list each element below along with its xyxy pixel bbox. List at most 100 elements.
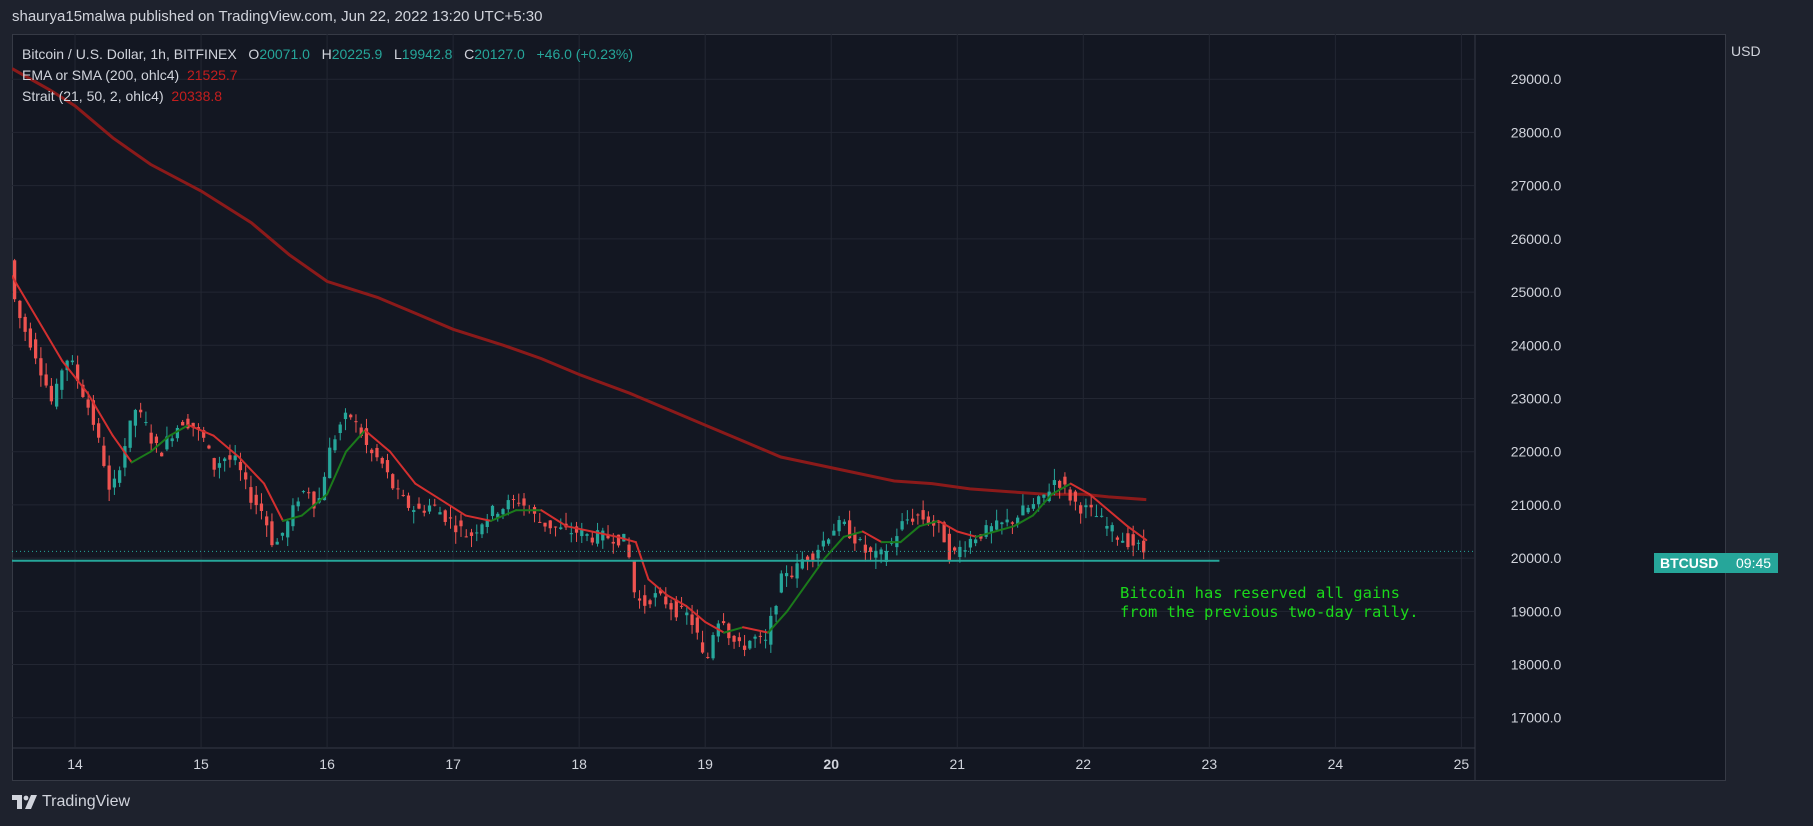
strait-segment: [1050, 482, 1072, 496]
strait-segment: [414, 482, 442, 501]
symbol-row[interactable]: Bitcoin / U.S. Dollar, 1h, BITFINEX O200…: [22, 44, 633, 65]
candle-body: [270, 521, 274, 546]
candle-body: [826, 539, 831, 544]
time-tick-label: 22: [1076, 756, 1092, 772]
time-tick-label: 24: [1328, 756, 1344, 772]
strait-segment: [237, 456, 266, 485]
candle-body: [816, 549, 820, 559]
tradingview-footer[interactable]: TradingView: [12, 793, 130, 811]
candle-body: [559, 527, 563, 529]
strait-segment: [1069, 482, 1091, 496]
candle-body: [448, 517, 453, 519]
close-label: C: [464, 46, 475, 62]
chart-annotation[interactable]: Bitcoin has reserved all gains from the …: [1120, 584, 1419, 621]
strait-legend-row[interactable]: Strait (21, 50, 2, ohlc4) 20338.8: [22, 86, 633, 107]
price-tag-countdown: 09:45: [1736, 555, 1772, 571]
candle-body: [664, 596, 668, 605]
candle-body: [480, 524, 484, 535]
strait-segment: [1031, 493, 1053, 517]
candle-body: [606, 534, 610, 539]
candle-body: [81, 384, 85, 397]
price-tick-label: 26000.0: [1511, 231, 1562, 247]
candle-body: [417, 503, 421, 509]
candle-body: [1063, 476, 1067, 485]
candle-body: [275, 541, 279, 545]
candle-body: [711, 635, 715, 659]
candle-body: [191, 422, 195, 428]
strait-segment: [130, 450, 152, 464]
candle-body: [1084, 505, 1088, 508]
candle-body: [842, 521, 846, 525]
candle-body: [154, 436, 159, 444]
high-value: 20225.9: [331, 46, 383, 62]
strait-segment: [12, 275, 39, 320]
candle-body: [879, 549, 883, 555]
candle-body: [349, 414, 353, 418]
chart-pane[interactable]: [12, 34, 1726, 781]
candle-body: [102, 445, 106, 466]
currency-label[interactable]: USD: [1731, 43, 1761, 59]
candle-body: [742, 645, 747, 650]
candle-body: [412, 510, 416, 512]
time-tick-label: 20: [823, 756, 839, 772]
ema-value: 21525.7: [186, 67, 238, 83]
candle-body: [454, 525, 458, 533]
candle-body: [91, 400, 96, 425]
candle-body: [737, 637, 741, 642]
candle-body: [375, 447, 379, 458]
candle-body: [307, 492, 311, 494]
candle-body: [396, 488, 400, 490]
candle-body: [674, 599, 678, 618]
support-level: [12, 550, 1474, 562]
price-tick-label: 24000.0: [1511, 337, 1562, 353]
candle-body: [333, 439, 337, 451]
chart-canvas[interactable]: 17000.0 18000.0 19000.0 20000.0 21000.0 22000…: [12, 34, 1726, 781]
candle-body: [942, 522, 946, 543]
candle-body: [721, 621, 726, 624]
candle-body: [1037, 496, 1041, 505]
candles: [12, 258, 1146, 661]
candle-body: [590, 537, 594, 543]
candle-body: [627, 544, 631, 558]
price-tick-label: 27000.0: [1511, 178, 1562, 194]
strait-segment: [61, 360, 89, 395]
candle-body: [65, 360, 69, 371]
price-tick-label: 17000.0: [1511, 710, 1562, 726]
ema-label[interactable]: EMA or SMA (200, ohlc4): [22, 67, 180, 83]
strait-label[interactable]: Strait (21, 50, 2, ohlc4): [22, 88, 164, 104]
candle-body: [695, 617, 699, 633]
low-value: 19942.8: [401, 46, 453, 62]
strait-segment: [767, 610, 789, 634]
strait-segment: [1126, 525, 1148, 542]
strait-segment: [263, 482, 284, 522]
symbol-title[interactable]: Bitcoin / U.S. Dollar, 1h, BITFINEX: [22, 46, 237, 62]
candle-body: [23, 316, 27, 332]
candle-body: [1031, 504, 1036, 509]
candle-body: [1115, 537, 1120, 540]
open-value: 20071.0: [259, 46, 310, 62]
candle-body: [128, 420, 132, 448]
candle-body: [312, 491, 316, 509]
candle-body: [774, 606, 778, 615]
candle-body: [795, 563, 799, 579]
candle-body: [1052, 480, 1057, 486]
candle-body: [1016, 517, 1020, 524]
time-tick-label: 15: [193, 756, 209, 772]
candle-body: [86, 399, 90, 408]
candle-body: [779, 573, 783, 593]
strait-segment: [994, 525, 1015, 533]
candle-body: [832, 530, 836, 536]
candle-body: [228, 455, 232, 460]
candle-body: [858, 538, 862, 540]
candle-body: [97, 423, 101, 438]
candle-body: [926, 516, 931, 524]
price-tick-label: 18000.0: [1511, 657, 1562, 673]
strait-segment: [565, 525, 593, 533]
candle-body: [758, 635, 762, 637]
ema-legend-row[interactable]: EMA or SMA (200, ohlc4) 21525.7: [22, 65, 633, 86]
chart-legend: Bitcoin / U.S. Dollar, 1h, BITFINEX O200…: [22, 44, 633, 107]
candle-body: [233, 455, 237, 461]
candle-body: [679, 605, 684, 607]
candle-body: [601, 530, 605, 541]
strait-segment: [300, 493, 329, 517]
